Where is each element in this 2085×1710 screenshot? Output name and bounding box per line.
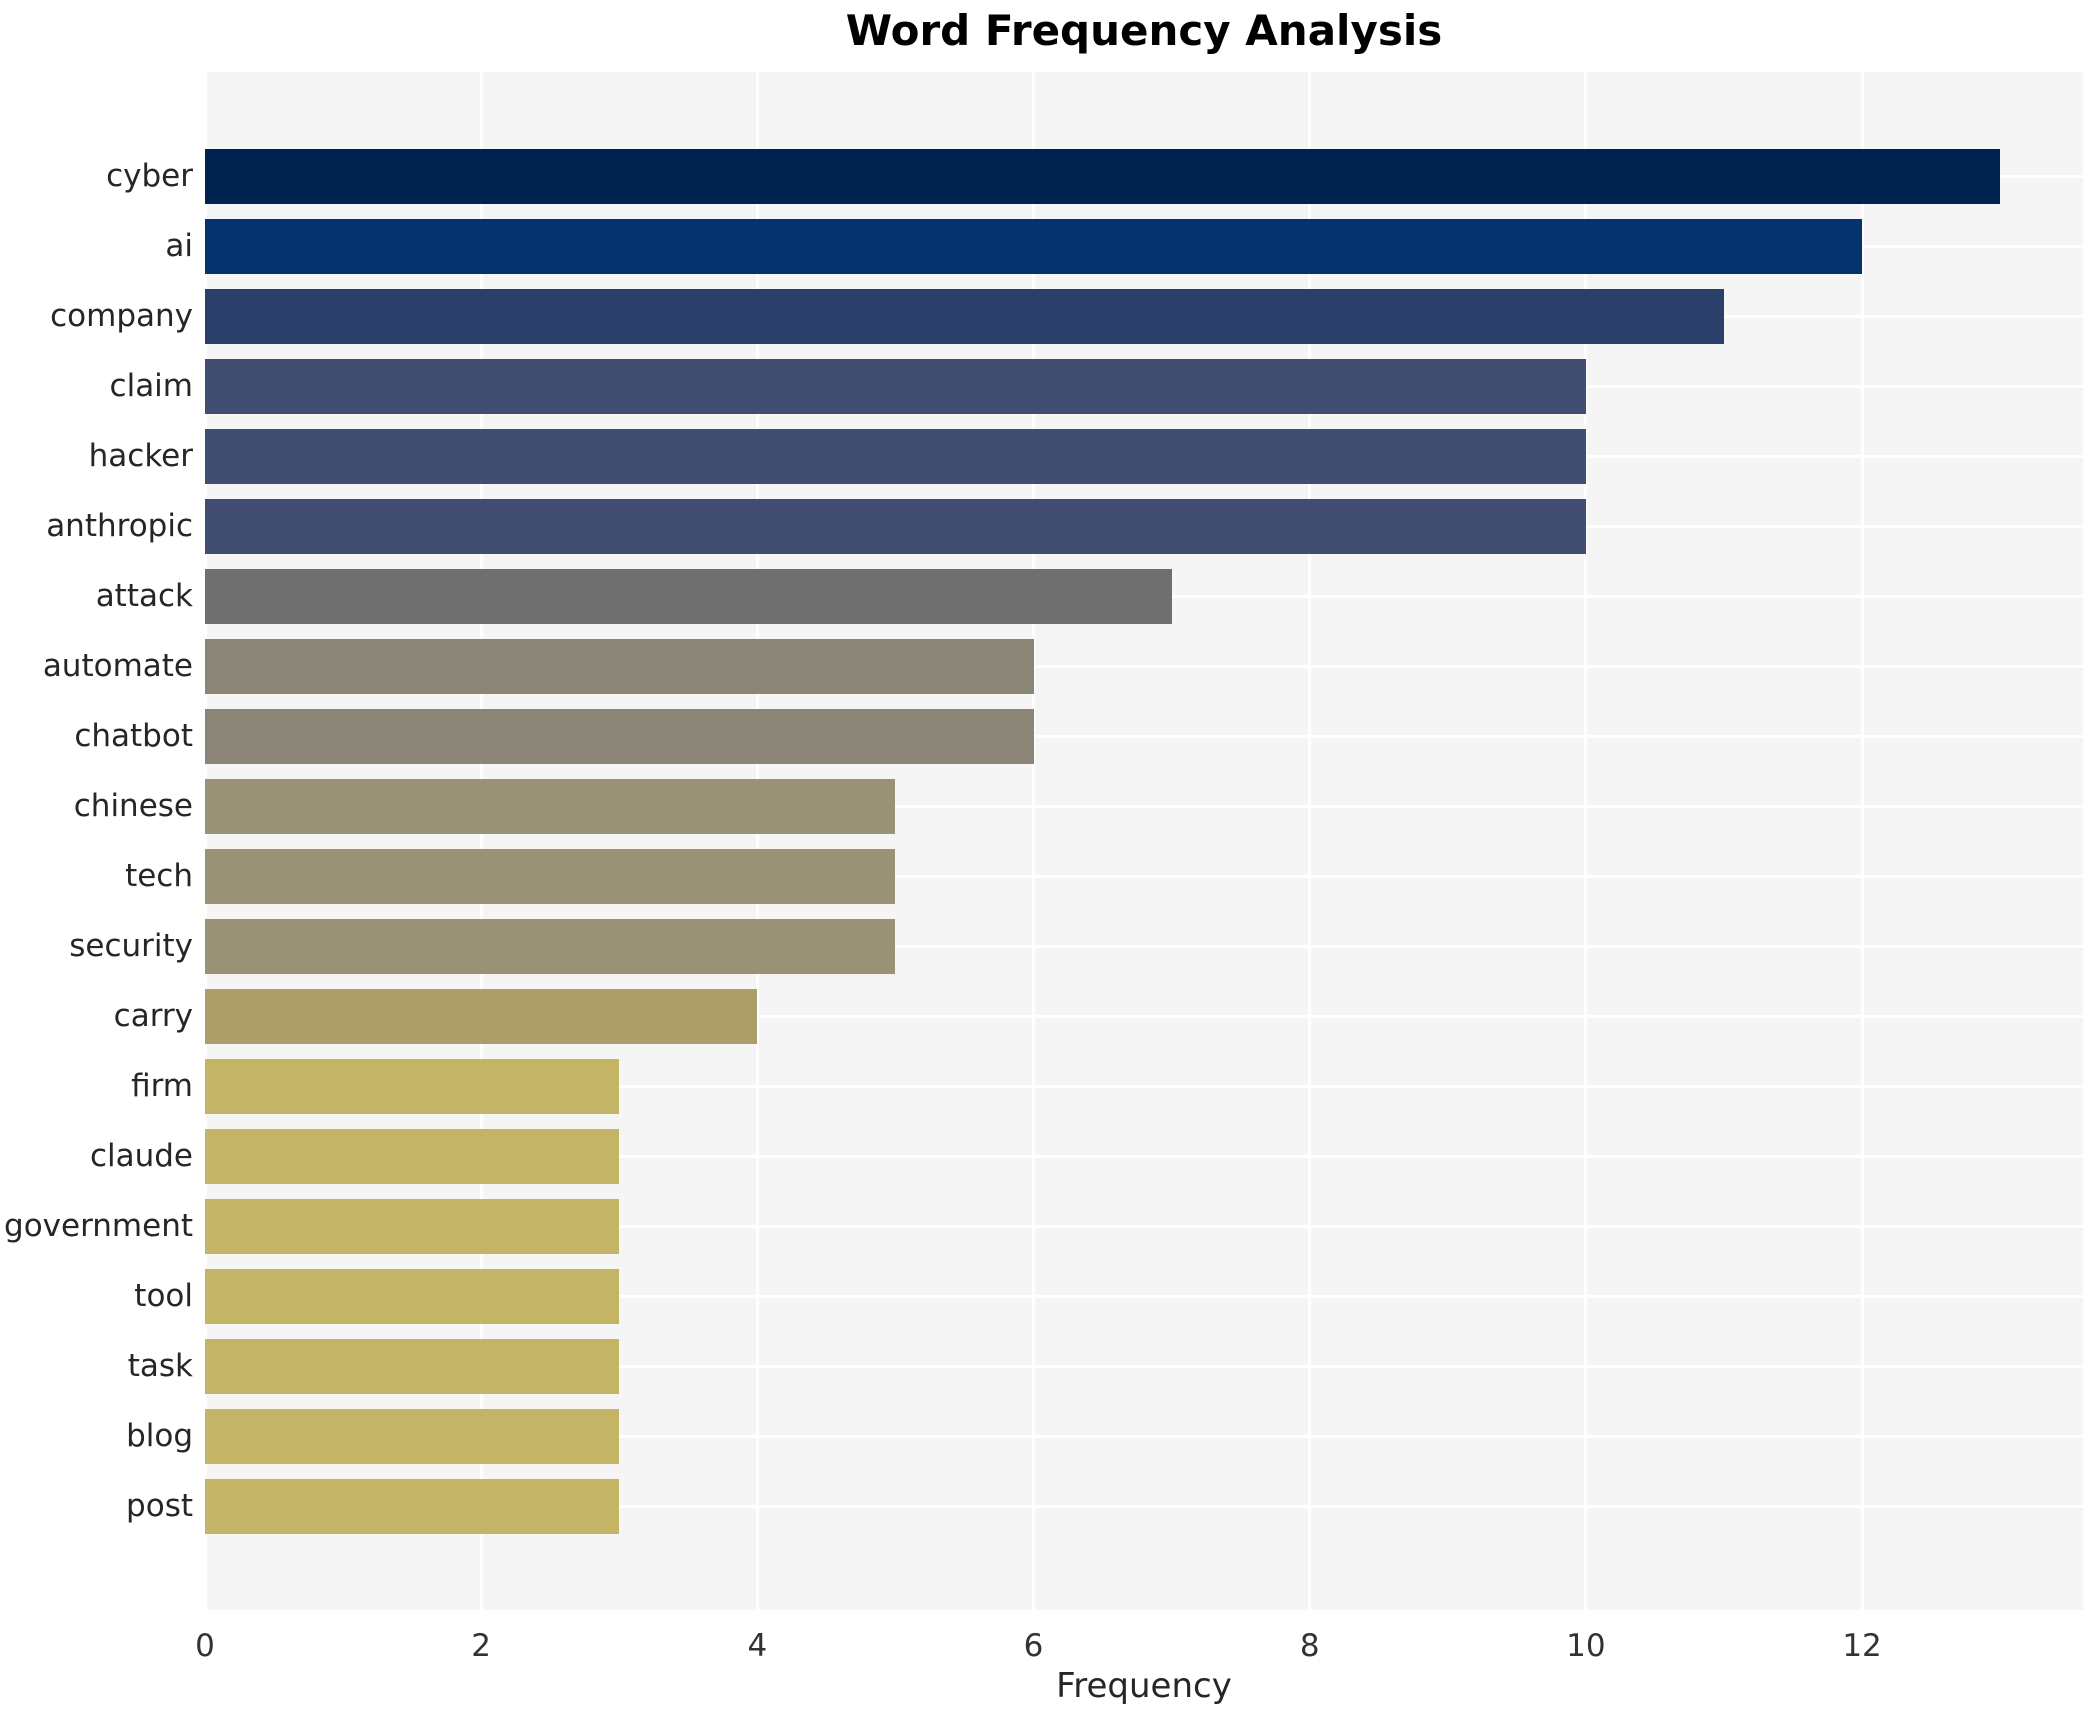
y-gridline-task [205, 1364, 2083, 1368]
chart-title: Word Frequency Analysis [845, 6, 1443, 55]
ytick-label-post: post [126, 1488, 193, 1524]
ytick-label-claude: claude [89, 1138, 193, 1174]
bar-cyber [205, 148, 2001, 204]
y-gridline-chinese [205, 804, 2083, 808]
bar-automate [205, 638, 1034, 694]
ytick-label-carry: carry [113, 998, 193, 1034]
y-gridline-tech [205, 874, 2083, 878]
xtick-label-6: 6 [1023, 1628, 1044, 1664]
bar-attack [205, 568, 1172, 624]
bar-government [205, 1198, 620, 1254]
ytick-label-government: government [4, 1208, 193, 1244]
bar-blog [205, 1408, 620, 1464]
plot-area [203, 72, 2083, 1610]
ytick-label-tech: tech [125, 858, 193, 894]
bar-company [205, 288, 1724, 344]
xtick-label-4: 4 [747, 1628, 768, 1664]
ytick-label-automate: automate [42, 648, 193, 684]
bar-hacker [205, 428, 1586, 484]
x-gridline-4 [755, 72, 759, 1610]
y-gridline-blog [205, 1434, 2083, 1438]
y-gridline-carry [205, 1014, 2083, 1018]
ytick-label-attack: attack [95, 578, 193, 614]
y-gridline-government [205, 1224, 2083, 1228]
bar-tool [205, 1268, 620, 1324]
bar-claim [205, 358, 1586, 414]
x-gridline-2 [479, 72, 483, 1610]
ytick-label-task: task [127, 1348, 193, 1384]
bar-claude [205, 1128, 620, 1184]
ytick-label-ai: ai [165, 228, 193, 264]
y-gridline-tool [205, 1294, 2083, 1298]
y-gridline-automate [205, 664, 2083, 668]
y-gridline-firm [205, 1084, 2083, 1088]
ytick-label-claim: claim [109, 368, 193, 404]
xtick-label-10: 10 [1566, 1628, 1606, 1664]
bar-ai [205, 218, 1863, 274]
x-gridline-6 [1032, 72, 1036, 1610]
y-gridline-chatbot [205, 734, 2083, 738]
xtick-label-0: 0 [195, 1628, 215, 1664]
bar-carry [205, 988, 758, 1044]
bar-chatbot [205, 708, 1034, 764]
ytick-label-chatbot: chatbot [74, 718, 193, 754]
bar-anthropic [205, 498, 1586, 554]
x-gridline-0 [203, 72, 207, 1610]
xtick-label-2: 2 [471, 1628, 492, 1664]
bar-post [205, 1478, 620, 1534]
x-gridline-10 [1584, 72, 1588, 1610]
bar-chinese [205, 778, 896, 834]
bar-task [205, 1338, 620, 1394]
ytick-label-security: security [69, 928, 193, 964]
x-axis-title: Frequency [1056, 1666, 1232, 1706]
xtick-label-8: 8 [1299, 1628, 1320, 1664]
ytick-label-cyber: cyber [106, 158, 193, 194]
ytick-label-company: company [50, 298, 193, 334]
ytick-label-firm: firm [131, 1068, 193, 1104]
xtick-label-12: 12 [1842, 1628, 1882, 1664]
bar-firm [205, 1058, 620, 1114]
y-gridline-post [205, 1504, 2083, 1508]
ytick-label-tool: tool [134, 1278, 193, 1314]
ytick-label-blog: blog [126, 1418, 193, 1454]
bar-security [205, 918, 896, 974]
x-gridline-8 [1308, 72, 1312, 1610]
y-gridline-security [205, 944, 2083, 948]
bar-tech [205, 848, 896, 904]
ytick-label-chinese: chinese [73, 788, 193, 824]
ytick-label-anthropic: anthropic [46, 508, 193, 544]
x-gridline-12 [1860, 72, 1864, 1610]
ytick-label-hacker: hacker [88, 438, 193, 474]
y-gridline-claude [205, 1154, 2083, 1158]
